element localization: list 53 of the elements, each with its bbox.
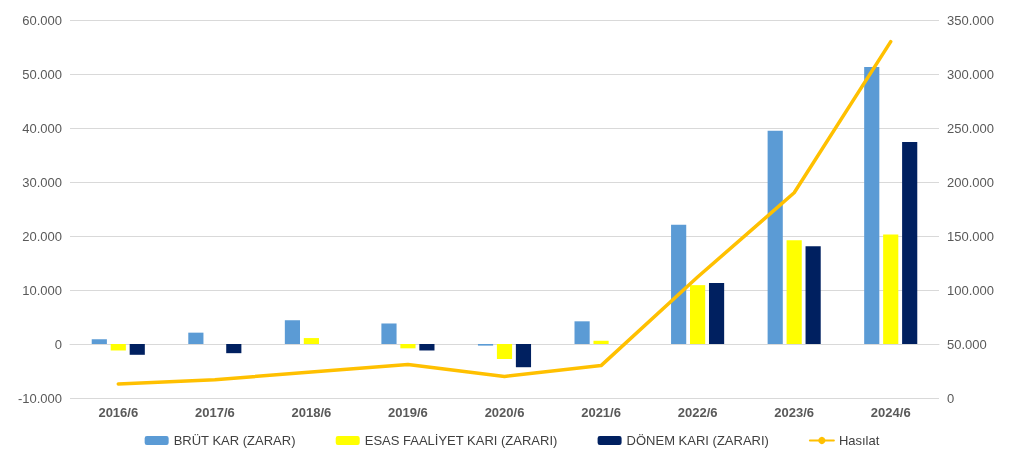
bar bbox=[91, 339, 107, 344]
y-tick-label: 20.000 bbox=[22, 228, 62, 244]
x-tick-label: 2017/6 bbox=[194, 405, 235, 420]
bar bbox=[188, 332, 204, 344]
y-tick-label: 30.000 bbox=[22, 174, 62, 190]
bar bbox=[419, 344, 435, 351]
bar bbox=[767, 130, 783, 344]
bar bbox=[902, 142, 918, 344]
y2-tick-label: 200.000 bbox=[947, 174, 994, 190]
bar bbox=[690, 285, 706, 344]
legend-label: BRÜT KAR (ZARAR) bbox=[173, 433, 296, 448]
bar bbox=[381, 323, 397, 344]
x-tick-label: 2021/6 bbox=[581, 405, 621, 420]
y2-tick-label: 350.000 bbox=[947, 12, 994, 28]
y2-tick-label: 50.000 bbox=[947, 336, 987, 352]
bar bbox=[805, 246, 821, 344]
bar bbox=[593, 340, 609, 344]
bar bbox=[883, 234, 899, 344]
y2-tick-label: 0 bbox=[947, 390, 955, 406]
bar bbox=[284, 320, 301, 344]
y-tick-label: 40.000 bbox=[22, 120, 62, 136]
bar bbox=[226, 344, 242, 354]
y2-tick-label: 250.000 bbox=[947, 120, 994, 136]
legend-label: ESAS FAALİYET KARI (ZARARI) bbox=[364, 433, 558, 448]
bar bbox=[303, 338, 319, 344]
y2-tick-label: 300.000 bbox=[947, 66, 994, 82]
y-tick-label: 60.000 bbox=[22, 12, 62, 28]
bar bbox=[708, 282, 725, 344]
y2-tick-label: 150.000 bbox=[947, 228, 994, 244]
bar bbox=[400, 344, 416, 349]
legend-label: Hasılat bbox=[838, 433, 880, 448]
bar bbox=[515, 344, 532, 368]
x-tick-label: 2024/6 bbox=[870, 405, 911, 420]
x-tick-label: 2020/6 bbox=[484, 405, 525, 420]
line-series bbox=[116, 39, 893, 386]
x-tick-label: 2022/6 bbox=[677, 405, 718, 420]
bar bbox=[110, 344, 126, 351]
x-tick-label: 2016/6 bbox=[98, 405, 139, 420]
bar bbox=[574, 321, 590, 344]
y-tick-label: 0 bbox=[54, 336, 62, 352]
y2-tick-label: 100.000 bbox=[947, 282, 994, 298]
legend-label: DÖNEM KARI (ZARARI) bbox=[626, 433, 769, 448]
bar bbox=[671, 224, 687, 344]
y-tick-label: -10.000 bbox=[17, 390, 62, 406]
bar bbox=[864, 66, 880, 344]
y-tick-label: 10.000 bbox=[22, 282, 62, 298]
x-tick-label: 2019/6 bbox=[388, 405, 428, 420]
bar bbox=[786, 240, 802, 344]
bar bbox=[129, 344, 145, 355]
y-tick-label: 50.000 bbox=[22, 66, 62, 82]
x-tick-label: 2023/6 bbox=[774, 405, 815, 420]
bar bbox=[496, 344, 513, 360]
x-tick-label: 2018/6 bbox=[291, 405, 332, 420]
